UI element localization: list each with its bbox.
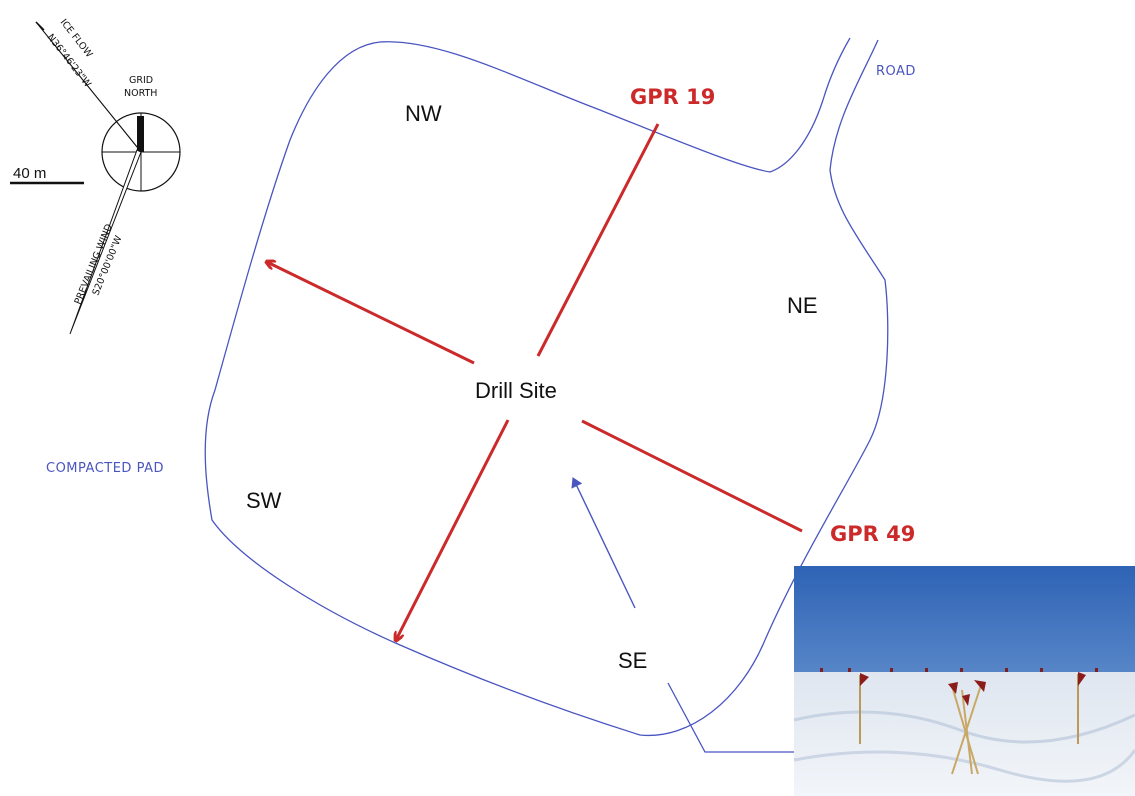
grid-north-line1: GRID xyxy=(129,75,153,86)
compass-icon: GRID NORTH ICE FLOW N36°46'23"W PREVAILI… xyxy=(35,17,181,335)
gpr19-line xyxy=(536,123,660,357)
drill-site-label: Drill Site xyxy=(475,378,557,403)
gpr49-line-west xyxy=(267,262,475,365)
direction-arrow xyxy=(571,477,636,609)
gpr49-line xyxy=(581,419,803,533)
road-outline xyxy=(769,37,851,173)
quadrant-ne: NE xyxy=(787,293,818,318)
grid-north-line2: NORTH xyxy=(124,88,157,99)
photo-leader-line xyxy=(667,682,795,753)
quadrant-nw: NW xyxy=(405,101,442,126)
field-photo xyxy=(793,566,1135,796)
quadrant-sw: SW xyxy=(246,488,282,513)
gpr19-label: GPR 19 xyxy=(630,85,715,109)
gpr49-label: GPR 49 xyxy=(830,522,915,546)
gpr19-line-south xyxy=(396,419,510,640)
quadrant-se: SE xyxy=(618,648,647,673)
compacted-pad-outline xyxy=(204,39,889,737)
compacted-pad-label: COMPACTED PAD xyxy=(46,461,164,476)
scale-bar: 40 m xyxy=(10,165,84,185)
road-label: ROAD xyxy=(876,64,916,79)
scale-bar-label: 40 m xyxy=(13,165,46,182)
